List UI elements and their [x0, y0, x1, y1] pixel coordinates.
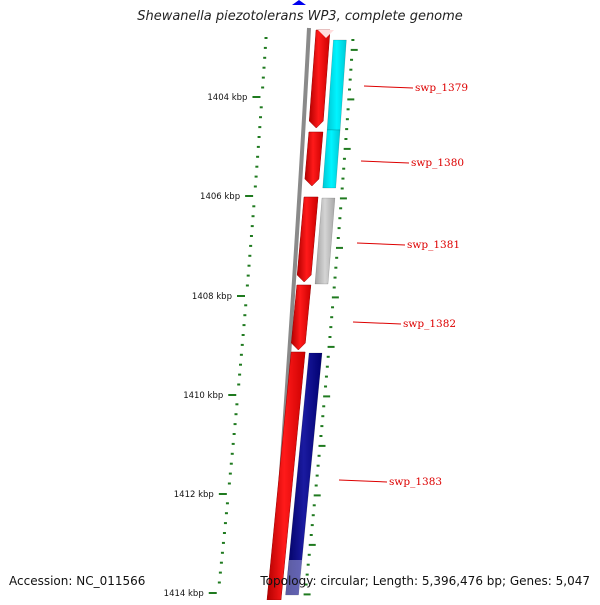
- accession-text: Accession: NC_011566: [9, 574, 146, 588]
- gene-label: swp_1379: [415, 82, 468, 94]
- scale-tick-label: 1412 kbp: [174, 490, 214, 500]
- reverse-gene-block: [314, 197, 336, 285]
- gene-arrowhead: [318, 30, 334, 38]
- gene-label-leader: [360, 160, 410, 164]
- gene-label: swp_1382: [403, 318, 456, 330]
- forward-gene-arrow: [296, 196, 319, 283]
- position-marker-icon: [292, 0, 306, 5]
- scale-tick-label: 1404 kbp: [207, 93, 247, 103]
- gene-label-leader: [356, 242, 406, 246]
- gene-label: swp_1381: [407, 239, 460, 251]
- map-title: Shewanella piezotolerans WP3, complete g…: [137, 9, 463, 24]
- reverse-gene-block: [322, 129, 341, 189]
- gene-label-leader: [363, 85, 414, 89]
- gene-label: swp_1380: [411, 157, 464, 169]
- scale-ticks: 1404 kbp 1406 kbp 1408 kbp 1410 kbp 1412 kbp…: [164, 37, 268, 599]
- gene-labels: swp_1379 swp_1380 swp_1381 swp_1382 swp_1383: [338, 82, 468, 488]
- scale-tick-label: 1406 kbp: [200, 192, 240, 202]
- outer-tick-track: [303, 39, 358, 596]
- topology-text: Topology: circular; Length: 5,396,476 bp…: [260, 574, 590, 588]
- forward-gene-arrow: [291, 284, 312, 351]
- forward-gene-arrow: [308, 29, 331, 129]
- reverse-strand-track: [285, 39, 347, 596]
- forward-gene-arrow: [304, 131, 324, 187]
- scale-tick-label: 1410 kbp: [183, 391, 223, 401]
- reverse-gene-block: [326, 39, 347, 131]
- gene-label-leader: [338, 479, 388, 483]
- scale-tick-label: 1408 kbp: [192, 292, 232, 302]
- scale-tick-label: 1414 kbp: [164, 589, 204, 599]
- gene-label-leader: [352, 321, 402, 325]
- gene-shade: [285, 560, 303, 595]
- gene-label: swp_1383: [389, 476, 442, 488]
